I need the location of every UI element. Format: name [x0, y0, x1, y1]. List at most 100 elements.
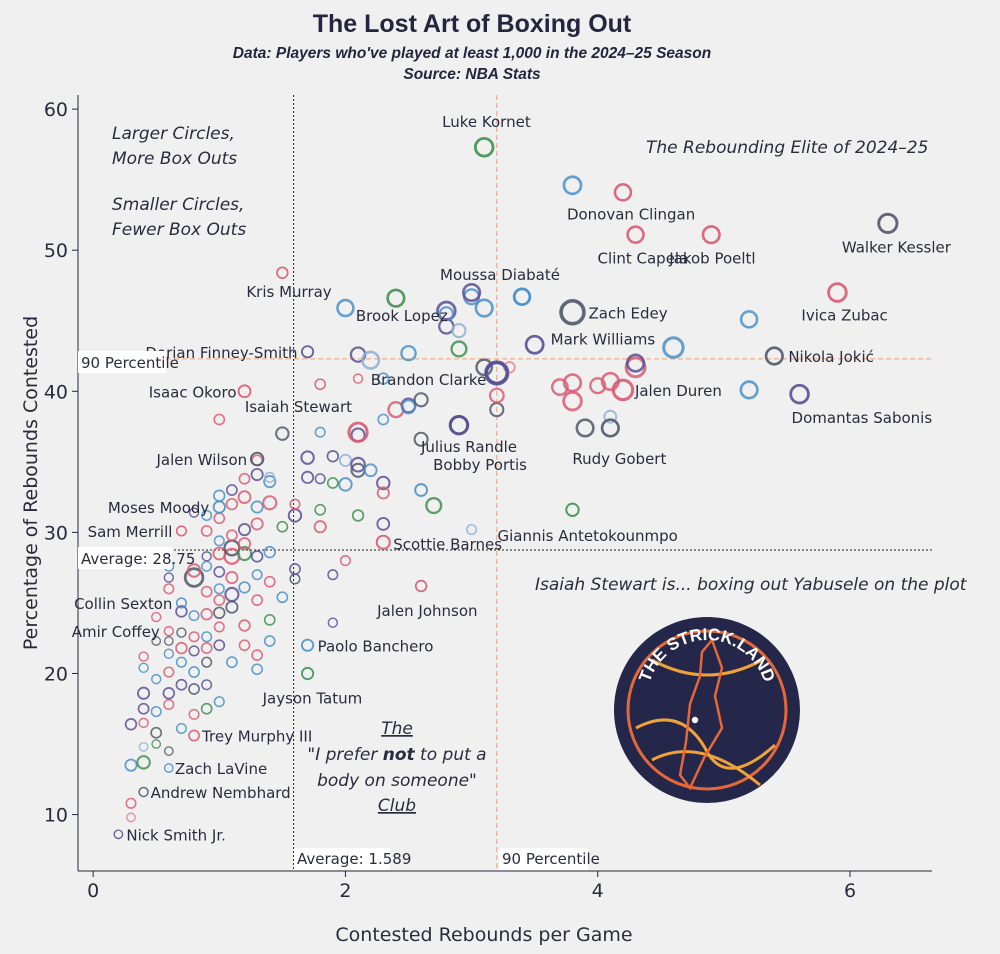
player-point [176, 627, 187, 638]
player-point [352, 373, 364, 384]
player-point [188, 631, 200, 643]
player-point [263, 575, 276, 588]
club-line-2-post: to put a [415, 745, 487, 765]
player-label: Trey Murphy III [201, 728, 312, 746]
player-point-labeled [375, 534, 391, 550]
player-point [250, 500, 264, 514]
player-point [313, 520, 327, 534]
player-point [314, 473, 326, 485]
x-axis-label: Contested Rebounds per Game [335, 924, 632, 946]
player-point [326, 477, 339, 489]
player-point-labeled [414, 483, 429, 497]
player-point-labeled [188, 729, 200, 742]
club-annotation: The "I prefer not to put a body on someo… [307, 719, 486, 816]
logo-ball-line-bottom [651, 750, 761, 787]
player-point [175, 722, 187, 735]
x-tick-label-0: 0 [87, 880, 99, 902]
player-point [213, 413, 226, 426]
player-point [625, 353, 646, 373]
player-point-labeled [414, 579, 428, 593]
player-point-labeled [249, 451, 265, 467]
player-label: Brandon Clarke [371, 371, 487, 389]
player-point [225, 570, 239, 585]
player-point [224, 586, 240, 603]
player-point [150, 706, 162, 718]
player-label: Zach Edey [588, 304, 667, 322]
player-point [251, 649, 264, 662]
player-point [336, 298, 355, 318]
logo-ball-line-top [651, 658, 763, 677]
player-point [188, 708, 200, 720]
player-point [301, 470, 315, 484]
player-point-labeled [827, 282, 848, 303]
player-label: Giannis Antetokounmpo [497, 527, 677, 545]
player-point [200, 702, 213, 715]
strick-land-logo: THE STRICK.LAND [614, 617, 800, 803]
player-label: Scottie Barnes [393, 535, 502, 553]
player-label: Jalen Duren [634, 382, 722, 400]
player-label: Domantas Sabonis [792, 409, 933, 427]
player-point [275, 426, 290, 441]
player-point [351, 509, 365, 522]
player-point [314, 426, 326, 438]
player-point [350, 456, 366, 473]
player-point [327, 569, 339, 581]
player-label: Paolo Banchero [318, 637, 434, 655]
x-tick-label-3: 6 [844, 880, 856, 902]
reference-lines [78, 95, 932, 871]
player-point [200, 525, 213, 537]
club-annotation-line-3: body on someone" [317, 771, 477, 791]
player-point [562, 390, 583, 412]
player-point [289, 563, 301, 575]
player-point [662, 336, 685, 359]
player-point [213, 606, 226, 620]
player-point [438, 306, 454, 322]
ref-label-y-average-bg [78, 547, 172, 569]
player-point [124, 718, 138, 731]
player-point [201, 679, 213, 691]
player-label: Dorian Finney-Smith [145, 344, 297, 362]
player-point [201, 509, 213, 521]
player-point [461, 282, 482, 303]
player-point [377, 372, 390, 385]
player-point [213, 621, 225, 633]
player-point-labeled [301, 666, 315, 681]
ref-label-x-p90: 90 Percentile [499, 848, 600, 870]
player-point [151, 739, 162, 749]
player-point-labeled [565, 502, 580, 518]
player-point-labeled [138, 786, 149, 798]
ref-label-x-average: Average: 1.589 [294, 848, 411, 870]
player-point [201, 631, 213, 643]
logo-ring [626, 629, 788, 791]
player-point [237, 523, 252, 537]
player-point [226, 529, 238, 542]
player-label: Sam Merrill [88, 523, 173, 541]
player-point [251, 663, 264, 676]
player-point [263, 635, 276, 647]
player-point [213, 639, 226, 652]
player-point-labeled [613, 183, 633, 202]
player-point [183, 567, 205, 588]
player-point [550, 378, 569, 396]
player-point [213, 594, 226, 606]
player-point [376, 475, 391, 491]
player-point [474, 298, 494, 318]
player-point [575, 418, 595, 438]
player-point-labeled [113, 829, 124, 840]
player-point [451, 323, 467, 339]
player-point [264, 471, 276, 483]
player-points-unlabeled [124, 175, 759, 823]
player-point [186, 563, 202, 578]
player-label: Clint Capela [598, 250, 689, 268]
player-point [237, 537, 252, 551]
player-point [739, 310, 759, 329]
club-annotation-line-4: Club [378, 796, 416, 816]
player-point [338, 477, 353, 492]
ref-label-y-p90-bg [78, 351, 166, 373]
ref-label-x-average-text: Average: 1.589 [297, 850, 411, 868]
y-tick-label-5: 60 [44, 99, 68, 121]
player-point [126, 812, 136, 823]
player-point [327, 617, 339, 628]
